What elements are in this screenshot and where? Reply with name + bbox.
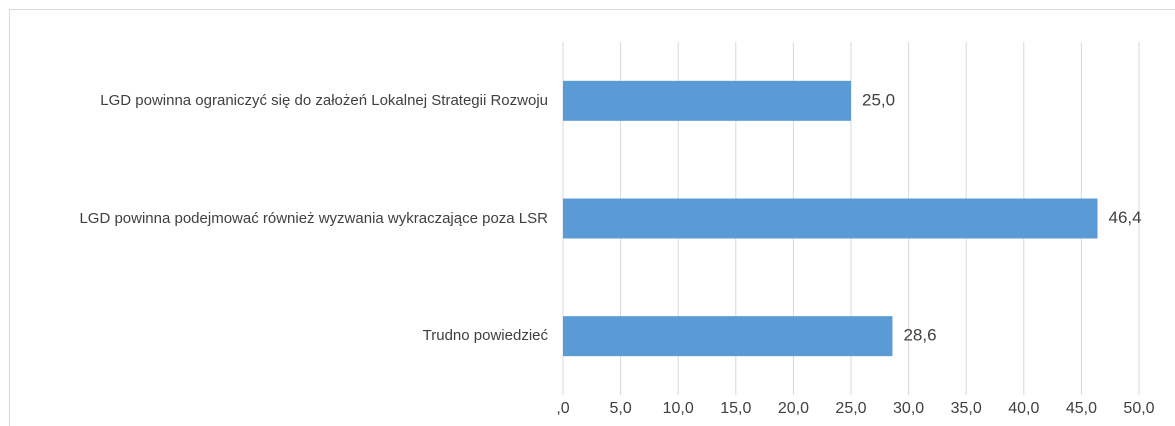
y-tick-label: LGD powinna podejmować również wyzwania … [79, 209, 548, 227]
bar [563, 316, 893, 357]
bar [563, 198, 1098, 239]
y-tick-label: LGD powinna ograniczyć się do założeń Lo… [100, 91, 548, 109]
data-label: 46,4 [1109, 208, 1142, 227]
x-tick-label: 10,0 [663, 400, 694, 417]
x-tick-label: 30,0 [893, 400, 924, 417]
x-tick-label: 15,0 [720, 400, 751, 417]
y-tick-label: Trudno powiedzieć [422, 327, 548, 345]
x-tick-label: 40,0 [1008, 400, 1039, 417]
bar [563, 80, 851, 121]
x-tick-label: 35,0 [951, 400, 982, 417]
x-tick-label: 20,0 [778, 400, 809, 417]
data-label: 28,6 [903, 326, 936, 345]
x-tick-label: 45,0 [1066, 400, 1097, 417]
data-label: 25,0 [862, 90, 895, 109]
x-tick-label: ,0 [556, 400, 569, 417]
x-tick-label: 25,0 [835, 400, 866, 417]
chart-border [9, 9, 1175, 426]
x-tick-label: 5,0 [609, 400, 631, 417]
x-tick-label: 50,0 [1123, 400, 1154, 417]
